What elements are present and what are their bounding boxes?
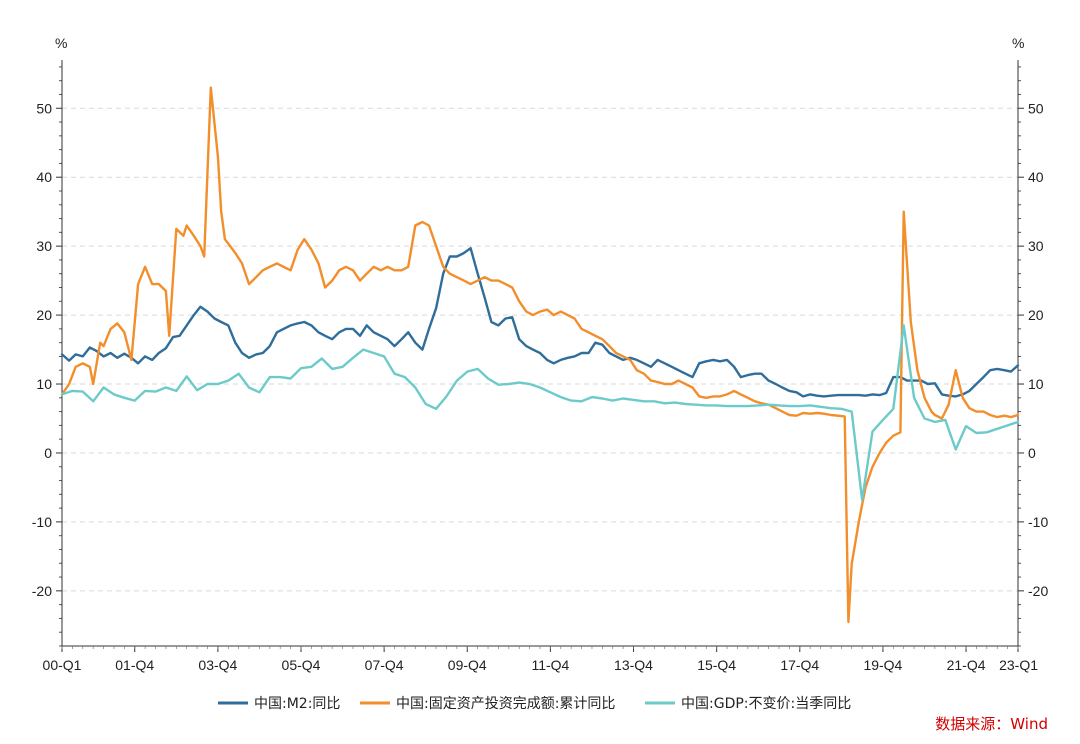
x-tick-label: 09-Q4 (448, 657, 487, 673)
right-axis-unit: % (1012, 35, 1024, 51)
x-tick-label: 17-Q4 (780, 657, 819, 673)
x-tick-label: 11-Q4 (531, 657, 569, 673)
y-tick-label-right: 0 (1028, 445, 1036, 461)
x-tick-label: 01-Q4 (115, 657, 154, 673)
x-tick-label: 21-Q4 (947, 657, 986, 673)
y-tick-label-right: 50 (1028, 100, 1044, 116)
x-tick-label: 07-Q4 (365, 657, 404, 673)
x-tick-label: 05-Q4 (282, 657, 321, 673)
legend-label-3: 中国:GDP:不变价:当季同比 (681, 696, 851, 712)
y-tick-label-right: 10 (1028, 376, 1044, 392)
legend-label-2: 中国:固定资产投资完成额:累计同比 (396, 696, 615, 712)
legend: 中国:M2:同比 中国:固定资产投资完成额:累计同比 中国:GDP:不变价:当季同比 (218, 696, 851, 712)
x-tick-label: 19-Q4 (863, 657, 902, 673)
legend-label-1: 中国:M2:同比 (254, 696, 340, 712)
y-tick-label-left: 0 (44, 445, 52, 461)
grid-lines (62, 107, 1018, 592)
series-line-2 (60, 86, 1020, 624)
y-tick-label-left: 10 (36, 376, 52, 392)
series-line-1 (60, 247, 1020, 398)
axes: -20 -20 -10 -10 0 0 10 10 20 20 30 30 40 40 50 50 00-Q1 0… (32, 60, 1048, 673)
x-tick-label: 00-Q1 (43, 657, 82, 673)
y-tick-label-left: 20 (36, 307, 52, 323)
y-tick-label-left: -20 (32, 583, 52, 599)
y-tick-label-right: 20 (1028, 307, 1044, 323)
x-tick-label: 23-Q1 (999, 657, 1038, 673)
y-tick-label-right: -10 (1028, 514, 1048, 530)
x-tick-label: 03-Q4 (198, 657, 237, 673)
source-note: 数据来源：Wind (935, 715, 1048, 733)
x-tick-label: 13-Q4 (614, 657, 653, 673)
y-tick-label-left: -10 (32, 514, 52, 530)
x-tick-label: 15-Q4 (697, 657, 736, 673)
series-layer (60, 86, 1020, 624)
y-tick-label-left: 50 (36, 100, 52, 116)
y-tick-label-right: 30 (1028, 238, 1044, 254)
y-tick-label-left: 40 (36, 169, 52, 185)
left-axis-unit: % (55, 35, 67, 51)
y-tick-label-right: -20 (1028, 583, 1048, 599)
y-tick-label-left: 30 (36, 238, 52, 254)
y-tick-label-right: 40 (1028, 169, 1044, 185)
series-line-3 (60, 324, 1020, 501)
